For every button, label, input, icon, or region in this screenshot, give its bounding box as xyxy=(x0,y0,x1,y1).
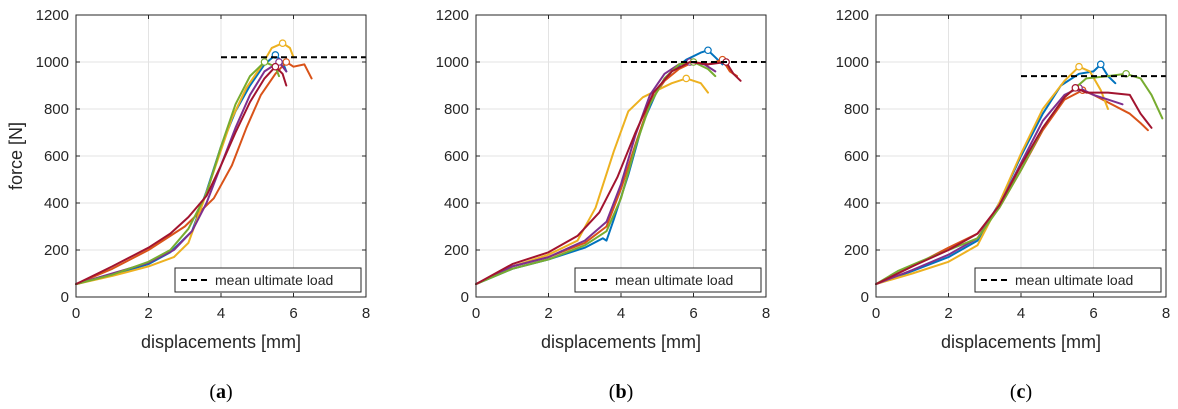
y-tick-label: 1000 xyxy=(36,54,69,71)
series-line-4 xyxy=(875,86,1124,286)
x-tick-label: 0 xyxy=(872,305,880,322)
x-tick-label: 2 xyxy=(144,305,152,322)
peak-marker xyxy=(282,58,291,66)
panel-caption: (b) xyxy=(609,381,633,403)
y-tick-label: 400 xyxy=(844,195,869,212)
y-tick-label: 800 xyxy=(844,101,869,118)
legend-label: mean ultimate load xyxy=(615,272,733,288)
x-tick-label: 4 xyxy=(617,305,625,322)
x-tick-label: 6 xyxy=(689,305,697,322)
x-tick-label: 6 xyxy=(1089,305,1097,322)
panel-b: 0 2 4 6 8 0 200 400 600 800 1000 1200 displacements … xyxy=(436,7,771,403)
y-tick-label: 1200 xyxy=(36,7,69,24)
x-axis-label: displacements [mm] xyxy=(141,332,301,352)
y-tick-label: 0 xyxy=(861,289,869,306)
y-tick-label: 600 xyxy=(444,148,469,165)
panel-caption: (c) xyxy=(1010,381,1032,403)
panel-caption: (a) xyxy=(209,381,232,403)
x-tick-label: 4 xyxy=(1017,305,1025,322)
peak-marker xyxy=(271,62,280,71)
series-line-2 xyxy=(875,89,1149,286)
series-line-2 xyxy=(75,61,313,286)
peak-marker xyxy=(1075,62,1083,71)
y-tick-label: 800 xyxy=(444,101,469,118)
series-line-6 xyxy=(875,86,1153,286)
peak-marker xyxy=(704,46,712,55)
y-tick-label: 1200 xyxy=(836,7,869,24)
peak-marker xyxy=(278,39,287,48)
peak-marker xyxy=(682,74,691,83)
peak-marker xyxy=(260,58,269,66)
y-tick-label: 400 xyxy=(444,195,469,212)
x-tick-label: 8 xyxy=(762,305,770,322)
y-tick-label: 1000 xyxy=(836,54,869,71)
y-axis-label: force [N] xyxy=(6,122,26,190)
panel-a: 0 2 4 6 8 0 200 400 600 800 1000 1200 displacements … xyxy=(6,7,370,403)
x-tick-label: 2 xyxy=(544,305,552,322)
y-tick-label: 400 xyxy=(44,195,69,212)
x-tick-label: 4 xyxy=(217,305,225,322)
x-tick-label: 0 xyxy=(472,305,480,322)
x-tick-label: 8 xyxy=(362,305,370,322)
peak-marker xyxy=(1071,84,1080,92)
x-tick-label: 2 xyxy=(944,305,952,322)
x-tick-label: 8 xyxy=(1162,305,1170,322)
legend-label: mean ultimate load xyxy=(215,272,333,288)
y-tick-label: 0 xyxy=(61,289,69,306)
x-axis-label: displacements [mm] xyxy=(941,332,1101,352)
series-line-3 xyxy=(875,65,1109,286)
y-tick-label: 1200 xyxy=(436,7,469,24)
y-tick-label: 600 xyxy=(44,148,69,165)
peak-marker xyxy=(1096,60,1105,69)
panel-c: 0 2 4 6 8 0 200 400 600 800 1000 1200 displacements … xyxy=(836,7,1171,403)
x-tick-label: 6 xyxy=(289,305,297,322)
y-tick-label: 0 xyxy=(461,289,469,306)
x-tick-label: 0 xyxy=(72,305,80,322)
y-tick-label: 800 xyxy=(44,101,69,118)
y-tick-label: 1000 xyxy=(436,54,469,71)
x-axis-label: displacements [mm] xyxy=(541,332,701,352)
y-tick-label: 600 xyxy=(844,148,869,165)
legend-label: mean ultimate load xyxy=(1015,272,1133,288)
y-tick-label: 200 xyxy=(844,242,869,259)
y-tick-label: 200 xyxy=(44,242,69,259)
y-tick-label: 200 xyxy=(444,242,469,259)
